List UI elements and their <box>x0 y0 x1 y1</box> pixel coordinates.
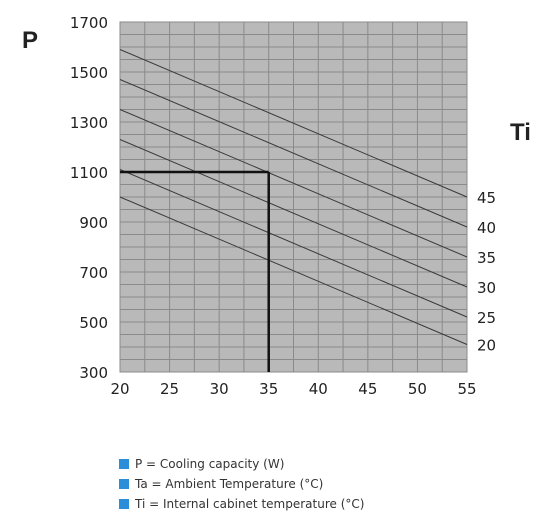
legend-text-ti: Ti = Internal cabinet temperature (°C) <box>135 497 365 511</box>
x-tick-label: 55 <box>457 380 476 398</box>
y-tick-label: 700 <box>79 264 108 282</box>
series-label-ti-30: 30 <box>477 279 496 297</box>
series-line-ti-20 <box>119 196 468 345</box>
legend-item-p: P = Cooling capacity (W) <box>119 454 364 474</box>
series-label-ti-20: 20 <box>477 337 496 355</box>
x-tick-label: 45 <box>358 380 377 398</box>
x-tick-label: 20 <box>110 380 129 398</box>
series-group-title: Ti <box>510 119 531 146</box>
x-tick-label: 25 <box>160 380 179 398</box>
y-tick-label: 1100 <box>70 164 108 182</box>
y-tick-label: 900 <box>79 214 108 232</box>
y-axis-title: P <box>22 27 38 54</box>
x-axis-title: Ta <box>492 397 519 400</box>
legend-text-ta: Ta = Ambient Temperature (°C) <box>135 477 324 491</box>
series-line-ti-35 <box>119 109 468 258</box>
y-tick-label: 500 <box>79 314 108 332</box>
legend-square-icon <box>119 459 129 469</box>
series-line-ti-45 <box>119 49 468 198</box>
series-line-ti-40 <box>119 79 468 228</box>
legend-square-icon <box>119 479 129 489</box>
y-tick-label: 1700 <box>70 14 108 32</box>
series-label-ti-40: 40 <box>477 219 496 237</box>
series-label-ti-25: 25 <box>477 309 496 327</box>
series-label-ti-45: 45 <box>477 189 496 207</box>
series-label-ti-35: 35 <box>477 249 496 267</box>
x-tick-label: 40 <box>309 380 328 398</box>
y-tick-label: 1500 <box>70 64 108 82</box>
series-line-ti-30 <box>119 139 468 288</box>
x-tick-label: 50 <box>408 380 427 398</box>
legend-item-ta: Ta = Ambient Temperature (°C) <box>119 474 364 494</box>
legend-text-p: P = Cooling capacity (W) <box>135 457 285 471</box>
chart-svg: 4540353025203005007009001100130015001700… <box>22 14 531 424</box>
series-line-ti-25 <box>119 169 468 318</box>
legend-square-icon <box>119 499 129 509</box>
y-tick-label: 300 <box>79 364 108 382</box>
legend: P = Cooling capacity (W) Ta = Ambient Te… <box>119 454 364 514</box>
x-tick-label: 30 <box>210 380 229 398</box>
cooling-capacity-chart: 45 40 35 30 25 20 300 500 700 900 1100 1300 1500 1700… <box>22 14 531 424</box>
y-tick-label: 1300 <box>70 114 108 132</box>
x-tick-label: 35 <box>259 380 278 398</box>
legend-item-ti: Ti = Internal cabinet temperature (°C) <box>119 494 364 514</box>
